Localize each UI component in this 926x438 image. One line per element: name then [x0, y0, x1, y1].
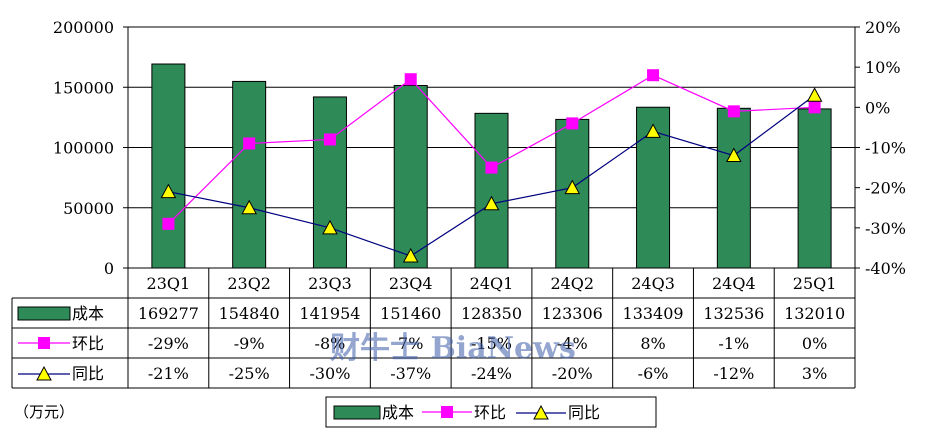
point: [402, 247, 419, 263]
y-left-tick-label: 150000: [53, 78, 114, 97]
data-table: 23Q1 23Q2 23Q3 23Q4 24Q1 24Q2 24Q3 24Q4 25Q1 成本环比…: [11, 267, 856, 389]
x-tick-label: 23Q4: [389, 274, 433, 293]
point: [241, 199, 258, 215]
y-left-tick-label: 0: [104, 259, 114, 278]
point: [485, 161, 498, 174]
y-right-tick-label: -20%: [865, 179, 906, 198]
table-cell: -4%: [557, 334, 588, 353]
y-left-tick-label: 50000: [63, 199, 114, 218]
bar: [312, 96, 347, 269]
point: [243, 137, 256, 150]
x-tick-label: 23Q1: [147, 274, 191, 293]
point: [645, 123, 661, 138]
point: [806, 87, 823, 102]
x-tick-label: 24Q3: [631, 274, 675, 293]
y-right-tick-label: -10%: [865, 139, 906, 158]
table-key-marker: [38, 337, 50, 349]
legend-key-marker: [441, 406, 453, 418]
bar: [797, 108, 832, 269]
x-tick-label: 25Q1: [793, 274, 837, 293]
point: [566, 117, 579, 130]
point: [162, 217, 175, 230]
axes: 200000 150000 100000 50000 0 20% 10% 0% -10% -20%…: [53, 18, 906, 278]
table-cell: 132010: [784, 304, 845, 323]
point: [322, 219, 338, 235]
table-cell: 8%: [640, 334, 665, 353]
table-row-header: 环比: [72, 334, 104, 353]
bar: [232, 80, 267, 269]
x-tick-label: 23Q3: [308, 274, 352, 293]
table-cell: -20%: [552, 364, 593, 383]
table-cell: 128350: [461, 304, 522, 323]
point: [404, 73, 417, 86]
table-cell: 154840: [219, 304, 280, 323]
table-cell: -25%: [229, 364, 270, 383]
y-left-tick-label: 100000: [53, 139, 114, 158]
legend-key-bar: [333, 405, 381, 420]
x-tick-label: 23Q2: [227, 274, 271, 293]
watermark: 财牛士 BiaNews: [330, 331, 576, 366]
table-cell: 133409: [623, 304, 684, 323]
table-row-header: 同比: [72, 364, 104, 383]
table-cell: -1%: [718, 334, 749, 353]
point: [725, 147, 742, 163]
y-right-tick-label: 0%: [865, 98, 890, 117]
y-right-tick-label: 10%: [865, 58, 901, 77]
table-cell: -15%: [471, 334, 512, 353]
bar: [151, 63, 186, 269]
legend-label: 成本: [382, 403, 414, 422]
x-tick-label: 24Q1: [470, 274, 514, 293]
table-row-header: 成本: [72, 304, 104, 323]
table-cell: 169277: [138, 304, 199, 323]
table-key-bar: [17, 306, 71, 321]
point: [808, 101, 821, 114]
legend-key-marker: [533, 404, 549, 420]
table-cell: 132536: [703, 304, 764, 323]
x-tick-label: 24Q2: [550, 274, 594, 293]
x-tick-label: 24Q4: [712, 274, 756, 293]
legend-label: 同比: [568, 403, 600, 422]
bar: [474, 112, 509, 269]
table-cell: -24%: [471, 364, 512, 383]
legend: 成本 环比 同比: [325, 396, 657, 428]
y-right-tick-label: 20%: [865, 18, 901, 37]
point: [323, 133, 336, 146]
point: [727, 105, 740, 118]
table-cell: -8%: [315, 334, 346, 353]
y-right-tick-label: -30%: [865, 219, 906, 238]
line-series: [160, 69, 823, 263]
bar: [716, 107, 751, 269]
table-cell: -29%: [148, 334, 189, 353]
table-cell: -30%: [309, 364, 350, 383]
legend-label: 环比: [474, 403, 506, 422]
table-cell: -37%: [390, 364, 431, 383]
table-cell: 123306: [542, 304, 603, 323]
table-cell: 141954: [299, 304, 360, 323]
table-cell: -6%: [638, 364, 669, 383]
y-left-tick-label: 200000: [53, 18, 114, 37]
legend-box: [325, 396, 657, 428]
table-key-marker: [36, 365, 52, 381]
bar: [393, 84, 428, 269]
table-cell: 3%: [802, 364, 827, 383]
unit-label: （万元）: [14, 403, 74, 421]
point: [160, 183, 177, 199]
table-cell: -21%: [148, 364, 189, 383]
point: [483, 195, 500, 211]
table-cell: -12%: [713, 364, 754, 383]
table-cell: 151460: [380, 304, 441, 323]
table-cell: -9%: [234, 334, 265, 353]
point: [647, 69, 660, 82]
table-cell: 0%: [802, 334, 827, 353]
point: [564, 179, 581, 195]
table-cell: 7%: [398, 334, 423, 353]
y-right-tick-label: -40%: [865, 259, 906, 278]
bar-series: [151, 63, 832, 269]
